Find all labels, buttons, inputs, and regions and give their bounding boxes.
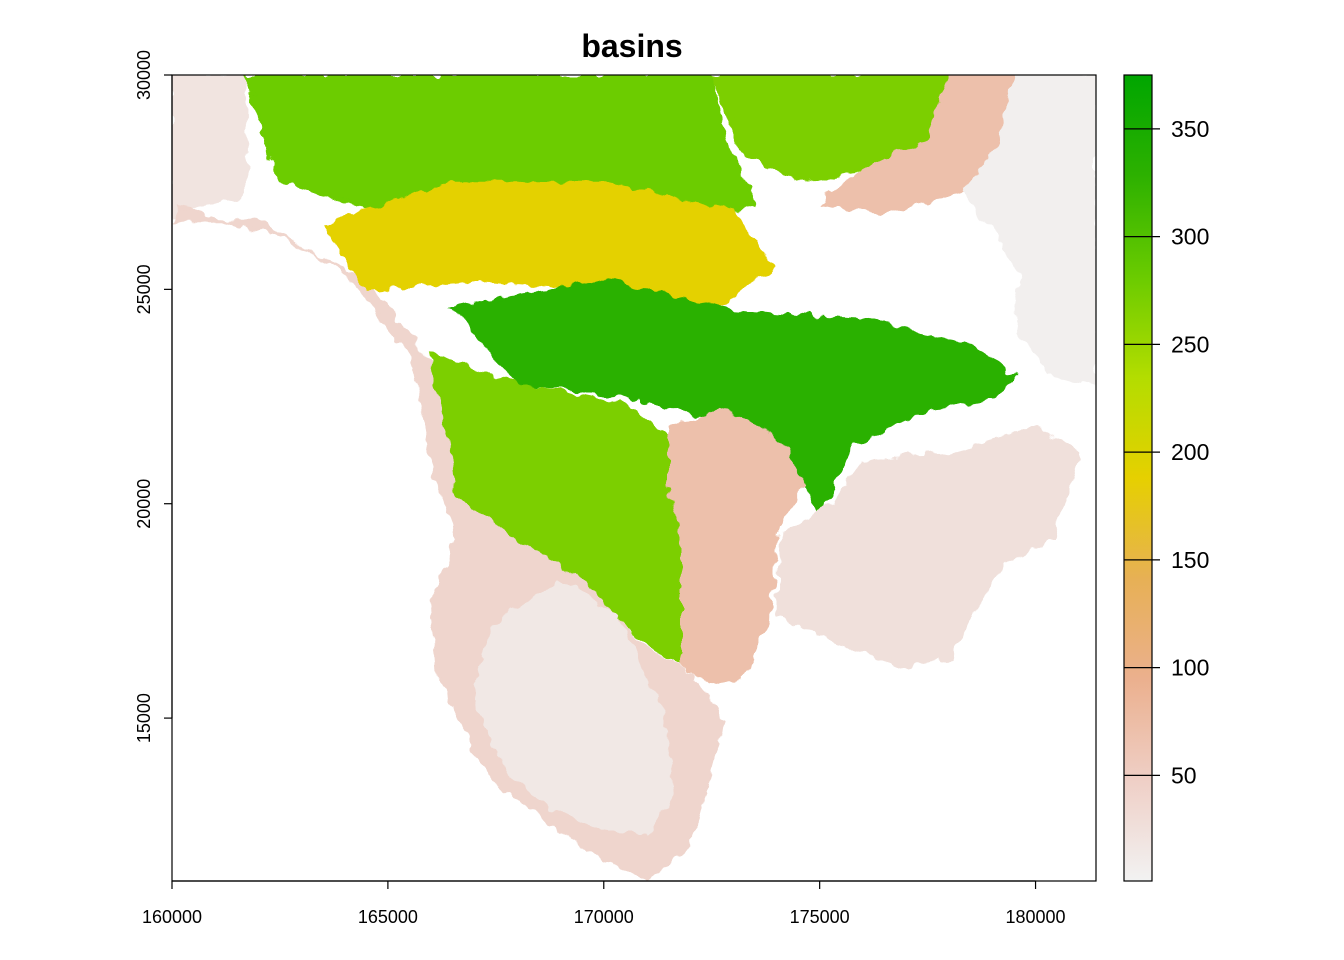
color-legend: 50 100 150 200 250 300 350 (1123, 74, 1209, 882)
region-central-yellow (321, 181, 778, 312)
region-central-pink (667, 408, 804, 685)
x-tick-label: 160000 (142, 907, 202, 927)
region-northeast-gap (960, 75, 1096, 385)
y-tick-label: 30000 (134, 50, 154, 100)
x-tick-label: 170000 (574, 907, 634, 927)
legend-tick-label: 200 (1171, 439, 1209, 465)
region-central-dark-green (450, 279, 1016, 519)
y-tick-label: 15000 (134, 693, 154, 743)
x-axis: 160000 165000 170000 175000 180000 (142, 880, 1066, 927)
legend-tick-label: 350 (1171, 116, 1209, 142)
legend-tick-label: 100 (1171, 655, 1209, 681)
x-tick-label: 180000 (1006, 907, 1066, 927)
legend-tick-label: 150 (1171, 547, 1209, 573)
y-tick-label: 20000 (134, 479, 154, 529)
y-tick-label: 25000 (134, 264, 154, 314)
region-south-peninsula (473, 579, 674, 835)
x-tick-label: 165000 (358, 907, 418, 927)
legend-tick-label: 50 (1171, 762, 1197, 788)
legend-colorbar (1123, 74, 1153, 882)
x-tick-label: 175000 (790, 907, 850, 927)
raster-map (172, 75, 1096, 881)
y-axis: 15000 20000 25000 30000 (134, 50, 173, 743)
map-title: basins (581, 28, 682, 64)
legend-tick-label: 300 (1171, 224, 1209, 250)
region-southeast-plain (775, 425, 1080, 668)
legend-tick-label: 250 (1171, 331, 1209, 357)
region-northwest-plateau (172, 75, 247, 216)
